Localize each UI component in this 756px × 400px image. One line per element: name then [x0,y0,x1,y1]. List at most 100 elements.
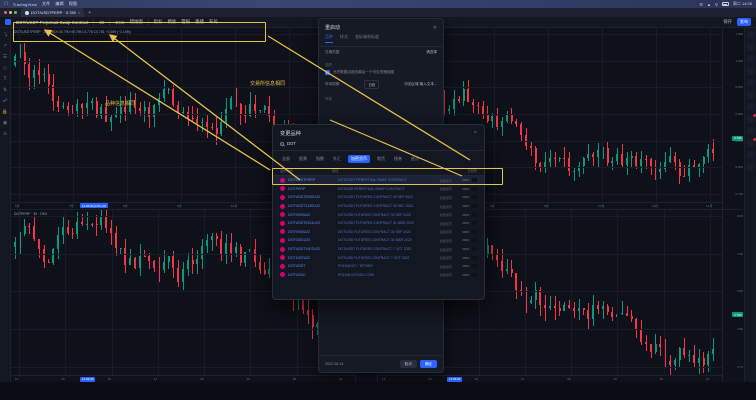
cancel-button[interactable]: 取消 [399,360,417,368]
symbol-result-row[interactable]: DOTUSDTPERP DOT/USDT PERPETUAL SWAP CONTR… [273,176,484,185]
measure-icon[interactable]: ⇅ [2,86,8,93]
checkbox-label: 允许数据点超出最后一个可见的蜡烛图 [333,70,395,74]
price-scale[interactable]: 0.95 0.90 0.85 0.80 0.75 0.786 [722,209,744,382]
maximize-window-button[interactable] [14,11,17,14]
search-input[interactable]: DOT [287,141,296,146]
filter-tab-indices[interactable]: 指数 [316,156,324,161]
settings-icon[interactable] [746,163,755,171]
timeframe-select[interactable]: 日线 [364,80,380,89]
search-icon[interactable]: ⚲ [714,1,718,7]
candle-body [525,134,527,147]
news-icon[interactable] [746,55,755,63]
symbol-result-row[interactable]: DOTUSDT1230U22 DOT/USDT FUTURES CONTRACT … [273,202,484,211]
tab-scales[interactable]: 坐标轴和标度 [355,34,379,39]
time-scale[interactable]: 14 15 16 17 18 19 20 21 14:06:00 [11,375,355,382]
publish-button[interactable]: 发布 [737,18,751,26]
chat-icon[interactable] [746,114,756,123]
close-icon[interactable]: ✕ [432,24,437,31]
symbol-result-row[interactable]: DOTUSDT1007U22 DOT/USDT FUTURES CONTRACT … [273,245,484,254]
trash-icon[interactable]: ☠ [2,130,8,137]
data-window-icon[interactable] [746,67,755,75]
stickers-icon[interactable] [746,151,755,159]
exchange-flag-icon [472,247,477,252]
symbol-result-row[interactable]: DOT1007U22 DOT/USD FUTURES CONTRACT 7 OCT… [273,253,484,262]
ideas-icon[interactable] [746,103,755,111]
exchange-label[interactable]: OKX [115,19,125,25]
filter-tab-bonds[interactable]: 债券 [394,156,402,161]
tradingview-logo[interactable] [5,19,11,25]
filter-tab-stocks[interactable]: 股票 [299,156,307,161]
filter-tab-economy[interactable]: 经济 [411,156,419,161]
close-window-button[interactable] [4,11,7,14]
window-controls[interactable] [4,11,17,14]
stream-icon[interactable] [746,138,756,147]
close-icon[interactable]: × [77,10,81,15]
replay-button[interactable]: 重播 [195,19,204,24]
battery-icon[interactable] [721,2,729,6]
templates-button[interactable]: 模板 [167,19,177,24]
symbol-result-row[interactable]: DOT0930U22 DOT/USD FUTURES CONTRACT 30 SE… [273,228,484,237]
symbol-result-row[interactable]: DOT0930U22 DOT/USD FUTURES CONTRACT 30 SE… [273,210,484,219]
filter-tab-crypto[interactable]: 加密货币 [348,155,370,163]
time-scale[interactable]: 14 15 16 17 18 19 20 21 14:06:00 [378,375,722,382]
hotlist-icon[interactable] [746,79,755,87]
alerts-button[interactable]: 警报 [181,19,191,24]
private-chat-icon[interactable] [746,127,755,135]
filter-tab-all[interactable]: 全部 [282,156,290,161]
magnet-icon[interactable]: ☍ [2,97,8,104]
filter-tab-forex[interactable]: 外汇 [333,156,341,161]
settings-checkbox-row[interactable]: 允许数据点超出最后一个可见的蜡烛图 [319,68,443,77]
cursor-icon[interactable]: ⤵ [2,32,8,38]
shapes-icon[interactable]: ◇ [3,64,7,71]
symbol-search-dialog[interactable]: 变更品种 × DOT 全部 股票 指数 外汇 加密货币 期货 债券 经济 品种代… [272,124,485,300]
os-clock[interactable]: 周二 14:06 [732,1,752,6]
trendline-icon[interactable]: ↗ [2,42,8,49]
search-row[interactable]: DOT [273,141,484,151]
candle-body [239,247,242,263]
os-menu-item-2[interactable]: 视图 [65,1,77,6]
os-app-name[interactable]: TradingView [9,1,37,7]
indicators-button[interactable]: 指标 [153,19,163,24]
candle-body [573,307,575,312]
results-list[interactable]: DOTUSDTPERP DOT/USDT PERPETUAL SWAP CONTR… [273,176,484,299]
os-menu-item-0[interactable]: 文件 [38,1,50,6]
tab-style[interactable]: 样式 [340,34,348,39]
new-tab-button[interactable]: + [88,9,92,16]
lock-icon[interactable]: 🔒 [1,108,9,115]
candle-body [510,114,513,121]
browser-tab[interactable]: DOT/USDTPERP · 0.780 × [21,8,85,17]
alerts-icon[interactable] [746,43,755,51]
layout-button[interactable]: 布局 [208,19,218,24]
text-icon[interactable]: T [3,75,7,82]
tab-symbol[interactable]: 品种 [325,34,333,43]
minimize-window-button[interactable] [9,11,12,14]
control-center-icon[interactable]: ☰ [699,1,703,7]
apple-icon[interactable]:  [4,1,8,7]
row-value[interactable]: 请选择 [426,50,437,54]
fib-icon[interactable]: ☰ [2,53,8,60]
candle-body [462,89,465,101]
symbol-result-row[interactable]: DOTUSDT0331U23 DOT/USDT FUTURES CONTRACT … [273,219,484,228]
symbol-result-row[interactable]: DOTUSDC POLKADOT/USD COIN 加密货币 OKX [273,271,484,280]
watchlist-icon[interactable] [746,31,755,39]
symbol-result-row[interactable]: DOTUSDT POLKADOT / TETHER 加密货币 OKX [273,262,484,271]
candle-body [23,51,26,65]
calendar-icon[interactable] [746,91,755,99]
confirm-button[interactable]: 确定 [419,360,437,368]
interval-button[interactable]: 30 [99,19,105,25]
symbol-result-row[interactable]: DOTUSDT0930U22 DOT/USDT FUTURES CONTRACT … [273,193,484,202]
timeframe-extra[interactable]: 可见区域 输入文本... [404,82,437,86]
filter-tab-futures[interactable]: 期货 [377,156,385,161]
checkbox-icon[interactable] [325,70,330,75]
wifi-icon[interactable]: ▲ [706,1,711,7]
chart-type-button[interactable]: 蜡烛图 [129,19,143,24]
close-icon[interactable]: × [473,129,477,136]
symbol-result-row[interactable]: DOTPERP DOT/USD PERPETUAL SWAP CONTRACT 加密… [273,185,484,194]
symbol-result-row[interactable]: DOT0331U23 DOT/USD FUTURES CONTRACT 31 MA… [273,236,484,245]
candle-wick [477,101,479,115]
symbol-button[interactable]: DOT/USDT Perpetual Swap Contract [16,19,89,25]
os-menu-item-1[interactable]: 编辑 [51,1,63,6]
eye-icon[interactable]: ◉ [2,119,8,126]
save-button[interactable]: 保存 [723,19,732,24]
